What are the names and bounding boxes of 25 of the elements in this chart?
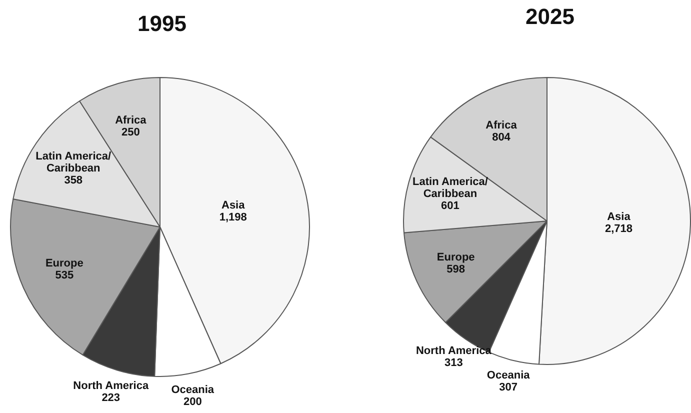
data-label: 358	[64, 174, 83, 186]
data-label: 307	[499, 381, 518, 394]
chart-title: 2025	[524, 4, 576, 30]
slice-label: Oceania	[171, 384, 215, 396]
data-label: 804	[492, 132, 512, 144]
data-label: 1,198	[219, 212, 247, 224]
slice-label: North America	[73, 380, 150, 392]
data-label: 200	[183, 396, 202, 408]
slice-label: Asia	[221, 200, 246, 212]
chart-title: 1995	[136, 11, 188, 37]
data-label: 601	[441, 200, 460, 212]
data-label: 250	[121, 126, 140, 139]
slice-label: Asia	[607, 211, 632, 224]
data-label: 535	[55, 270, 74, 282]
slice-label: Latin America/Caribbean	[36, 150, 112, 174]
slice-label: Latin America/Caribbean	[412, 176, 488, 200]
slice-label: Europe	[45, 258, 84, 270]
slice-label: Europe	[436, 251, 475, 264]
data-label: 223	[102, 392, 120, 404]
data-label: 313	[444, 357, 463, 370]
slice-label: Oceania	[486, 369, 531, 382]
slice-label: Africa	[115, 114, 148, 127]
data-label: 2,718	[604, 223, 632, 236]
data-label: 598	[446, 263, 466, 276]
slice-label: Africa	[486, 120, 518, 132]
